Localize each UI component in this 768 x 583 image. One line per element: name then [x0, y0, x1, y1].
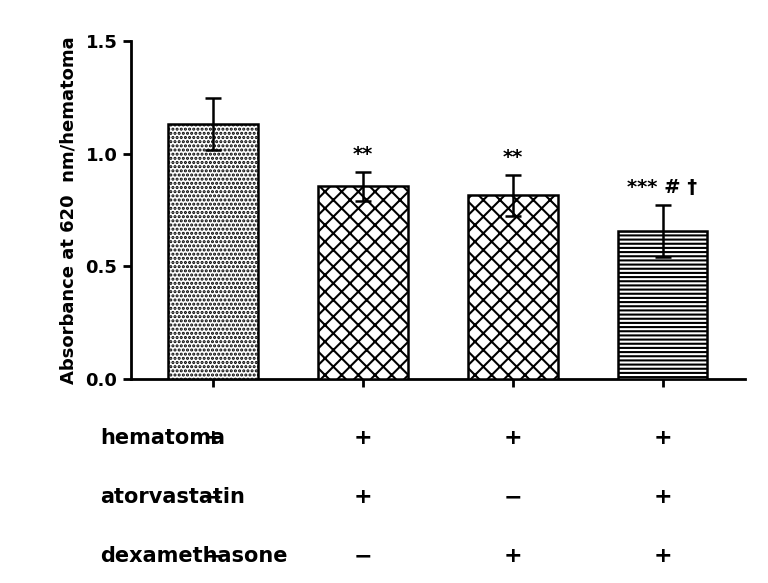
Text: +: + [654, 487, 672, 507]
Bar [468, 195, 558, 379]
Bar [318, 186, 408, 379]
Bar [617, 231, 707, 379]
Text: −: − [204, 487, 222, 507]
Text: *** # †: *** # † [627, 178, 697, 198]
Text: atorvastatin: atorvastatin [101, 487, 246, 507]
Text: +: + [654, 546, 672, 567]
Text: +: + [654, 428, 672, 448]
Text: **: ** [502, 148, 523, 167]
Text: −: − [204, 546, 222, 567]
Text: +: + [353, 428, 372, 448]
Bar [168, 124, 258, 379]
Text: **: ** [353, 145, 373, 164]
Text: −: − [353, 546, 372, 567]
Y-axis label: Absorbance at 620  nm/hematoma: Absorbance at 620 nm/hematoma [59, 36, 77, 384]
Text: hematoma: hematoma [101, 428, 226, 448]
Text: −: − [503, 487, 522, 507]
Text: dexamethasone: dexamethasone [101, 546, 288, 567]
Text: +: + [204, 428, 222, 448]
Text: +: + [353, 487, 372, 507]
Text: +: + [503, 546, 522, 567]
Text: +: + [503, 428, 522, 448]
